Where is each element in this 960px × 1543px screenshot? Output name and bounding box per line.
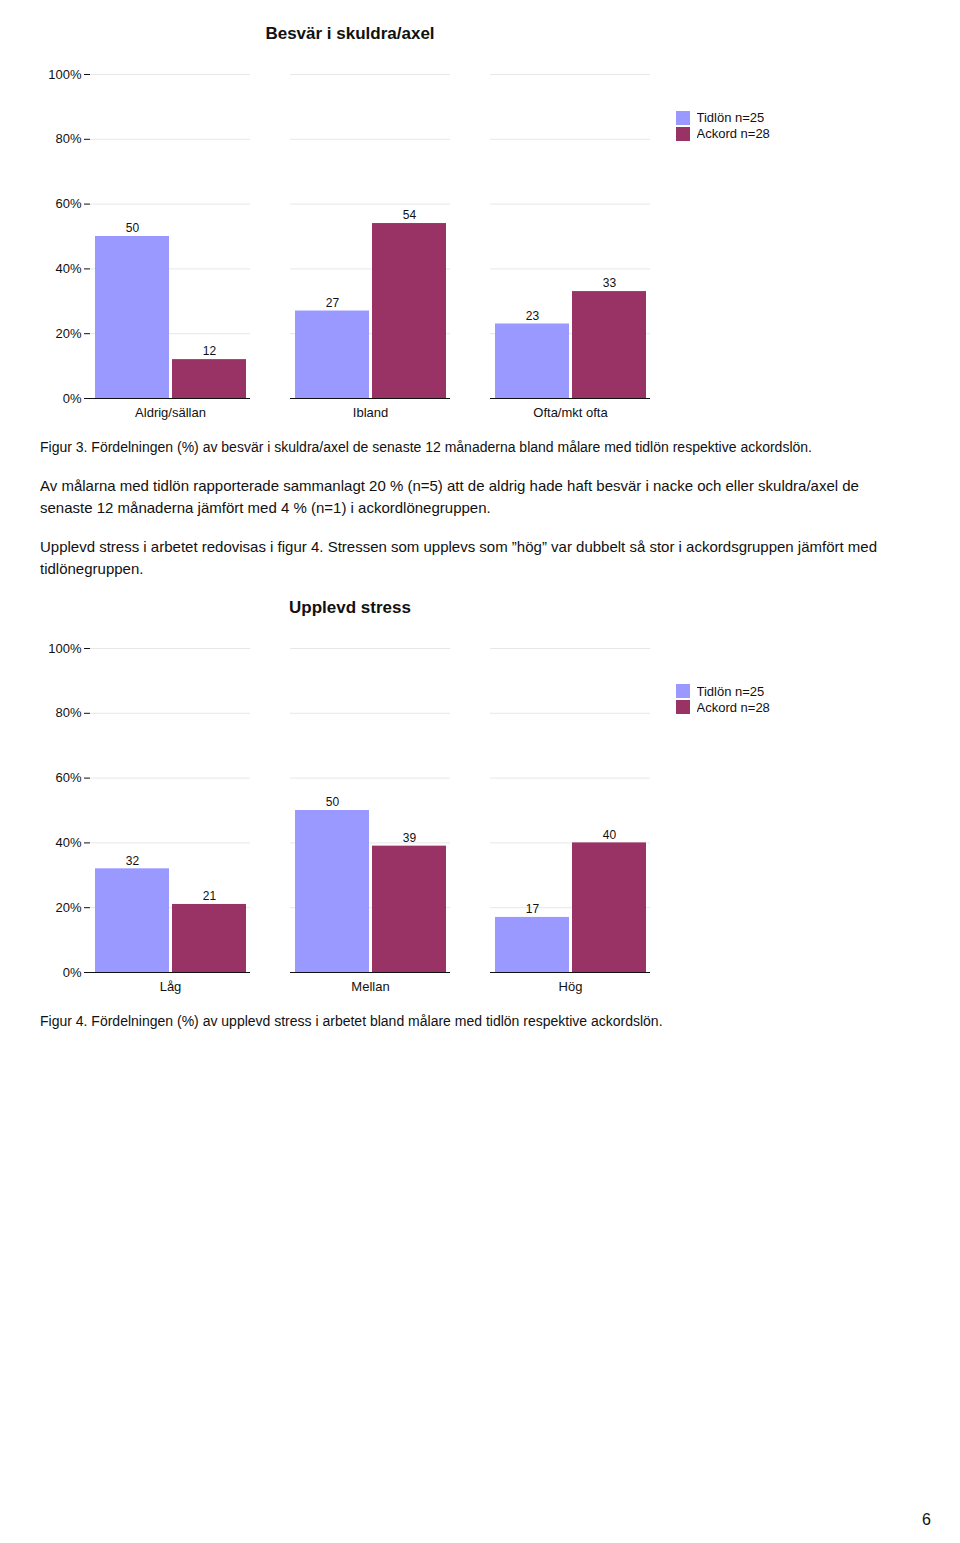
svg-text:20%: 20% <box>55 900 81 915</box>
svg-text:32: 32 <box>126 854 140 868</box>
svg-text:100%: 100% <box>48 641 82 656</box>
html-text:6: 6 <box>922 1511 931 1528</box>
svg-text:Mellan: Mellan <box>351 979 389 994</box>
svg-text:80%: 80% <box>55 131 81 146</box>
svg-text:Aldrig/sällan: Aldrig/sällan <box>135 405 206 420</box>
svg-text:0%: 0% <box>63 965 82 980</box>
svg-text:21: 21 <box>203 889 217 903</box>
svg-text:17: 17 <box>526 902 540 916</box>
svg-text:Låg: Låg <box>160 979 182 994</box>
html-text:Ackord n=28: Ackord n=28 <box>696 126 770 141</box>
svg-text:12: 12 <box>203 344 217 358</box>
svg-text:23: 23 <box>526 309 540 323</box>
svg-text:60%: 60% <box>55 196 81 211</box>
svg-text:40%: 40% <box>55 261 81 276</box>
html-text:Figur 3. Fördelningen (%) av b: Figur 3. Fördelningen (%) av besvär i sk… <box>40 439 812 455</box>
html-text:Upplevd stress i arbetet redov: Upplevd stress i arbetet redovisas i fig… <box>40 538 878 578</box>
svg-text:Ofta/mkt ofta: Ofta/mkt ofta <box>533 405 608 420</box>
svg-text:50: 50 <box>326 795 340 809</box>
html-text:Upplevd stress: Upplevd stress <box>289 597 411 617</box>
svg-text:20%: 20% <box>55 326 81 341</box>
svg-text:40: 40 <box>603 828 617 842</box>
html-text:Av målarna med tidlön rapporte: Av målarna med tidlön rapporterade samma… <box>40 476 859 516</box>
svg-text:27: 27 <box>326 296 340 310</box>
html-text:Ackord n=28: Ackord n=28 <box>696 699 770 715</box>
html-text:Tidlön n=25: Tidlön n=25 <box>696 683 765 699</box>
svg-text:100%: 100% <box>48 67 82 82</box>
svg-text:40%: 40% <box>55 835 81 850</box>
svg-text:0%: 0% <box>63 391 82 406</box>
svg-text:80%: 80% <box>55 705 81 720</box>
html-text:Tidlön n=25: Tidlön n=25 <box>696 110 765 125</box>
svg-text:60%: 60% <box>55 770 81 785</box>
svg-text:33: 33 <box>603 276 617 290</box>
html-text:Figur 4. Fördelningen (%) av u: Figur 4. Fördelningen (%) av upplevd str… <box>40 1012 663 1029</box>
svg-text:Hög: Hög <box>559 979 583 994</box>
svg-text:50: 50 <box>126 221 140 235</box>
svg-text:39: 39 <box>403 831 417 845</box>
html-text:Besvär i skuldra/axel: Besvär i skuldra/axel <box>265 24 435 43</box>
svg-text:Ibland: Ibland <box>353 405 388 420</box>
svg-text:54: 54 <box>403 208 417 222</box>
